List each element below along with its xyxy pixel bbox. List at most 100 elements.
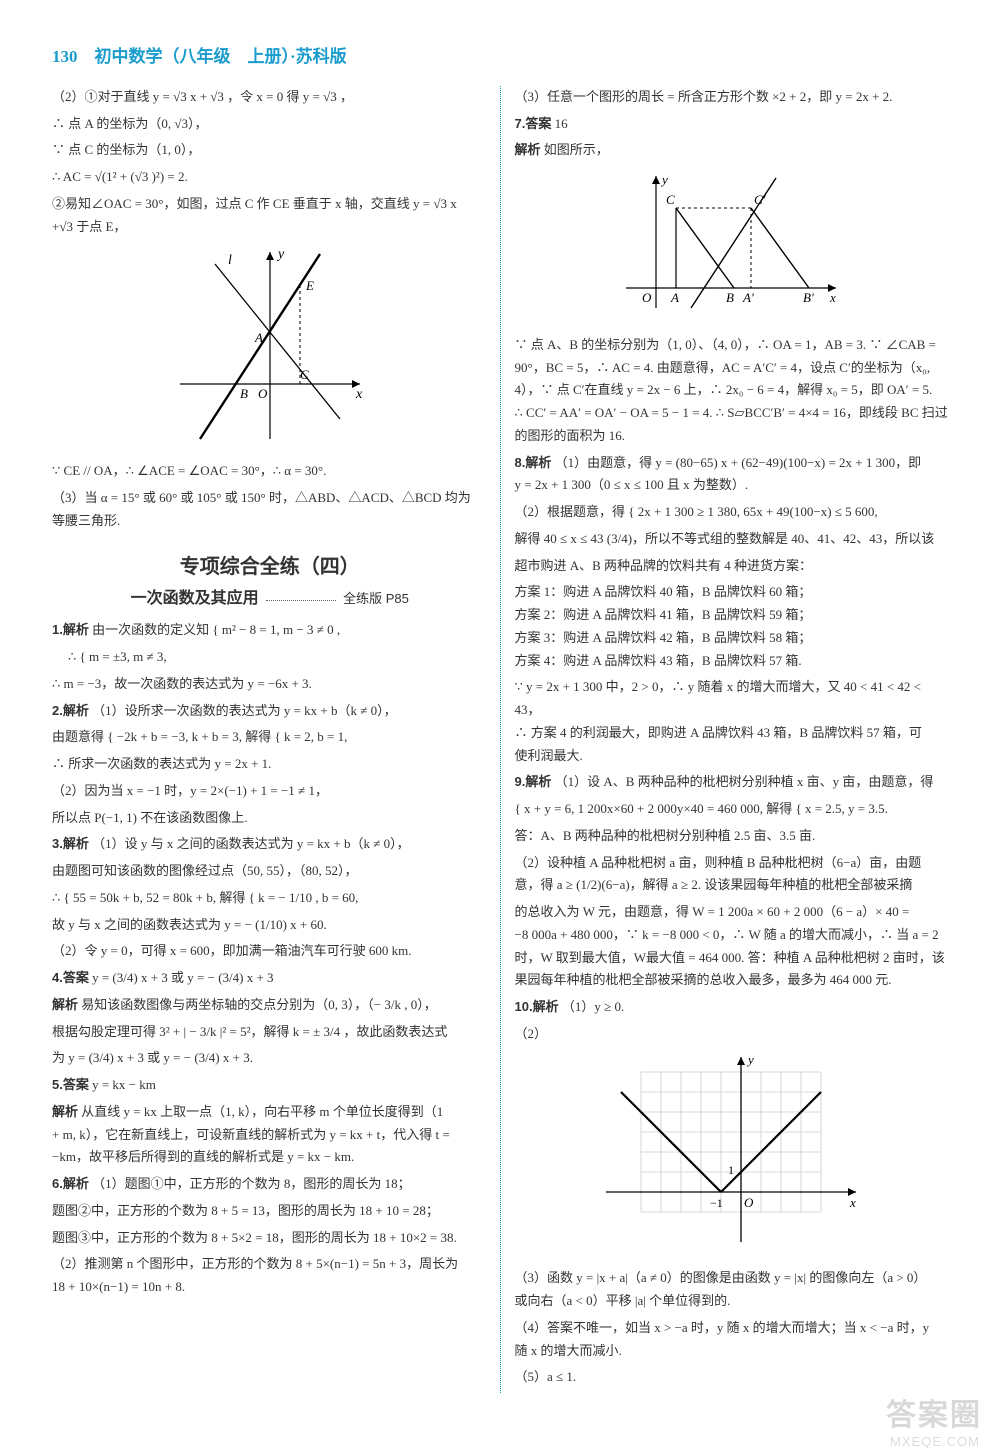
text: 等腰三角形. [52,510,488,533]
q7-label: 7.答案 [515,116,552,131]
text: 题图②中，正方形的个数为 8 + 5 = 13，图形的周长为 18 + 10 =… [52,1200,488,1223]
jiexi-label: 解析 [515,142,541,157]
fig2-A: A [670,290,679,305]
text: 16 [555,116,568,131]
q10: 10.解析 （1）y ≥ 0. [515,996,949,1019]
fig1-label-B: B [240,386,248,401]
left-column: （2）①对于直线 y = √3 x + √3 ，令 x = 0 得 y = √3… [52,86,500,1393]
text: （3）函数 y = |x + a|（a ≠ 0）的图像是由函数 y = |x| … [515,1267,949,1290]
text: （2） [515,1023,949,1046]
text: （1）设 y 与 x 之间的函数表达式为 y = kx + b（k ≠ 0）， [92,836,410,851]
text: 4），∵ 点 C′在直线 y = 2x − 6 上，∴ 2x₀ − 6 = 4，… [515,379,949,402]
q5-label: 5.答案 [52,1077,89,1092]
text: ∴ m = −3，故一次函数的表达式为 y = −6x + 3. [52,673,488,696]
text: 由题意得 { −2k + b = −3, k + b = 3, 解得 { k =… [52,726,488,749]
text: 由题图可知该函数的图像经过点（50, 55），（80, 52）， [52,860,488,883]
text: ②易知∠OAC = 30°，如图，过点 C 作 CE 垂直于 x 轴，交直线 y… [52,193,488,216]
text: 时，W 取到最大值，W最大值 = 464 000. 答：种植 A 品种枇杷树 2… [515,947,949,970]
fig1-label-l: l [228,253,232,268]
text: （4）答案不唯一，如当 x > −a 时，y 随 x 的增大而增大；当 x < … [515,1317,949,1340]
text: 或向右（a < 0）平移 |a| 个单位得到的. [515,1290,949,1313]
fig3-y: y [746,1052,754,1067]
text: （1）设 A、B 两种品种的枇杷树分别种植 x 亩、y 亩，由题意，得 [555,774,934,789]
q3-label: 3.解析 [52,836,89,851]
fig1-label-y: y [276,247,285,262]
fig2-Ap: A′ [742,290,754,305]
text: ∵ CE // OA，∴ ∠ACE = ∠OAC = 30°，∴ α = 30°… [52,460,488,483]
fig3-1: 1 [728,1163,734,1177]
text: y = (3/4) x + 3 或 y = − (3/4) x + 3 [92,970,273,985]
text: ∵ y = 2x + 1 300 中，2 > 0，∴ y 随着 x 的增大而增大… [515,676,949,722]
text: ∵ 点 A、B 的坐标分别为（1, 0）、（4, 0），∴ OA = 1，AB … [515,334,949,357]
text: 如图所示， [544,142,609,157]
q2-label: 2.解析 [52,703,89,718]
text: （3）当 α = 15° 或 60° 或 105° 或 150° 时，△ABD、… [52,487,488,510]
jiexi-label: 解析 [52,1104,78,1119]
text: 根据勾股定理可得 3² + | − 3/k |² = 5²，解得 k = ± 3… [52,1021,488,1044]
q5-jiexi: 解析 从直线 y = kx 上取一点（1, k），向右平移 m 个单位长度得到（… [52,1101,488,1124]
text: ∴ 方案 4 的利润最大，即购进 A 品牌饮料 43 箱，B 品牌饮料 57 箱… [515,722,949,745]
section-title: 专项综合全练（四） [52,550,488,585]
page-ref: 全练版 P85 [343,591,409,606]
figure-1: l y E A C B O x [52,244,488,452]
q7: 7.答案 16 [515,113,949,136]
q4-jiexi: 解析 易知该函数图像与两坐标轴的交点分别为（0, 3），（− 3/k , 0）， [52,994,488,1017]
text: （1）y ≥ 0. [562,999,624,1014]
text: （1）设所求一次函数的表达式为 y = kx + b（k ≠ 0）， [92,703,397,718]
fig2-O: O [642,290,652,305]
q8: 8.解析 （1）由题意，得 y = (80−65) x + (62−49)(10… [515,452,949,475]
text: 18 + 10×(n−1) = 10n + 8. [52,1276,488,1299]
text: （1）由题意，得 y = (80−65) x + (62−49)(100−x) … [555,455,922,470]
text: （2）设种植 A 品种枇杷树 a 亩，则种植 B 品种枇杷树（6−a）亩，由题 [515,852,949,875]
fig2-C: C [666,192,675,207]
text: （2）①对于直线 y = √3 x + √3 ，令 x = 0 得 y = √3… [52,86,488,109]
text: 方案 1：购进 A 品牌饮料 40 箱，B 品牌饮料 60 箱； [515,581,949,604]
text: （3）任意一个图形的周长 = 所含正方形个数 ×2 + 2，即 y = 2x +… [515,86,949,109]
text: （5）a ≤ 1. [515,1366,949,1389]
text: 故 y 与 x 之间的函数表达式为 y = − (1/10) x + 60. [52,914,488,937]
fig3-m1: −1 [710,1196,723,1210]
figure-3: y x O −1 1 [515,1052,949,1260]
text: 的总收入为 W 元，由题意，得 W = 1 200a × 60 + 2 000（… [515,901,949,924]
fig1-label-E: E [305,278,314,293]
q10-label: 10.解析 [515,999,559,1014]
text: 方案 4：购进 A 品牌饮料 43 箱，B 品牌饮料 57 箱. [515,650,949,673]
q4-label: 4.答案 [52,970,89,985]
text: 由一次函数的定义知 { m² − 8 = 1, m − 3 ≠ 0 , [92,622,340,637]
section-subtitle-row: 一次函数及其应用 全练版 P85 [52,585,488,613]
fig3-x: x [849,1195,856,1210]
text: 题图③中，正方形的个数为 8 + 5×2 = 18，图形的周长为 18 + 10… [52,1227,488,1250]
text: 方案 3：购进 A 品牌饮料 42 箱，B 品牌饮料 58 箱； [515,627,949,650]
text: 易知该函数图像与两坐标轴的交点分别为（0, 3），（− 3/k , 0）， [81,997,436,1012]
text: 使利润最大. [515,745,949,768]
text: ∴ 点 A 的坐标为（0, √3）， [52,113,488,136]
fig2-x: x [829,290,836,305]
fig1-label-x: x [355,387,363,402]
fig2-B: B [726,290,734,305]
text: （2）令 y = 0，可得 x = 600，即加满一箱油汽车可行驶 600 km… [52,940,488,963]
text: +√3 于点 E， [52,216,488,239]
figure-2: y C C′ O A B A′ B′ x [515,168,949,326]
text: （2）根据题意，得 { 2x + 1 300 ≥ 1 380, 65x + 49… [515,501,949,524]
text: y = kx − km [92,1077,156,1092]
text: 解得 40 ≤ x ≤ 43 (3/4)，所以不等式组的整数解是 40、41、4… [515,528,949,551]
fig1-label-C: C [300,367,309,382]
text: （1）题图①中，正方形的个数为 8，图形的周长为 18； [92,1176,411,1191]
text: −km，故平移后所得到的直线的解析式是 y = kx − km. [52,1146,488,1169]
q4: 4.答案 y = (3/4) x + 3 或 y = − (3/4) x + 3 [52,967,488,990]
page-header: 130 初中数学（八年级 上册）·苏科版 [52,42,948,72]
fig2-Cp: C′ [754,192,766,207]
q8-label: 8.解析 [515,455,552,470]
section-subtitle: 一次函数及其应用 [131,590,259,607]
q1: 1.解析 由一次函数的定义知 { m² − 8 = 1, m − 3 ≠ 0 , [52,619,488,642]
watermark-url: MXEQE.COM [890,1431,980,1454]
fig3-O: O [744,1195,754,1210]
text: ∴ 所求一次函数的表达式为 y = 2x + 1. [52,753,488,776]
text: ∴ AC = √(1² + (√3 )²) = 2. [52,166,488,189]
dotted-leader [266,600,336,601]
text: ∴ { m = ±3, m ≠ 3, [52,646,488,669]
text: 90°，BC = 5，∴ AC = 4. 由题意得，AC = A′C′ = 4，… [515,357,949,380]
text: 果园每年种植的枇杷全部被采摘的总收入最多，最多为 464 000 元. [515,969,949,992]
q9: 9.解析 （1）设 A、B 两种品种的枇杷树分别种植 x 亩、y 亩，由题意，得 [515,771,949,794]
fig1-label-A: A [254,330,263,345]
